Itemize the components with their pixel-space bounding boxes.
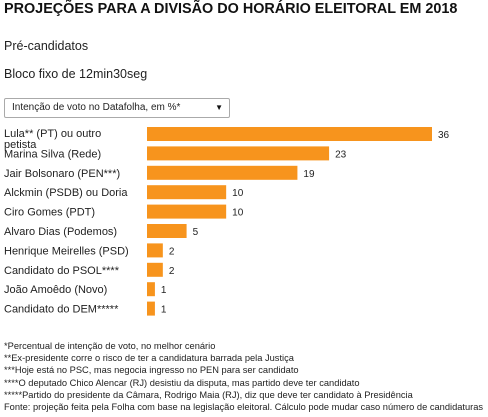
value-label: 5 (193, 227, 199, 238)
subtitle: Pré-candidatos (4, 39, 89, 53)
page-title: PROJEÇÕES PARA A DIVISÃO DO HORÁRIO ELEI… (4, 1, 458, 17)
footnote: Fonte: projeção feita pela Folha com bas… (4, 402, 484, 413)
footnote: ***Hoje está no PSC, mas negocia ingress… (4, 365, 299, 376)
bar (147, 127, 432, 141)
value-label: 2 (169, 266, 175, 277)
bar (147, 301, 155, 316)
bar (147, 282, 155, 297)
value-label: 23 (335, 149, 347, 160)
value-label: 10 (232, 188, 244, 199)
bar (147, 243, 163, 258)
category-label: Candidato do PSOL**** (4, 265, 120, 277)
category-label: Lula** (PT) ou outro petista (4, 128, 101, 151)
bar (147, 224, 187, 238)
bar (147, 262, 163, 277)
value-label: 19 (303, 169, 315, 180)
footnote: **Ex-presidente corre o risco de ter a c… (4, 353, 294, 364)
footnote: ****O deputado Chico Alencar (RJ) desist… (4, 377, 360, 388)
value-label: 1 (161, 305, 167, 316)
category-label: Marina Silva (Rede) (4, 148, 101, 160)
category-label: Alvaro Dias (Podemos) (4, 226, 117, 238)
value-label: 1 (161, 285, 167, 296)
category-label: Alckmin (PSDB) ou Doria (4, 187, 128, 199)
category-label: João Amoêdo (Novo) (4, 284, 107, 296)
bar (147, 204, 227, 219)
bar-chart: Lula** (PT) ou outro petista 36 Marina Silv… (4, 127, 450, 316)
value-label: 36 (438, 130, 450, 141)
dropdown-selected-value: Intenção de voto no Datafolha, em %* (12, 102, 181, 113)
metric-dropdown[interactable]: Intenção de voto no Datafolha, em %* ▼ (4, 98, 230, 118)
value-label: 2 (169, 246, 175, 257)
footnote: *Percentual de intenção de voto, no melh… (4, 341, 216, 351)
bar (147, 146, 330, 161)
footnote: *****Partido do presidente da Câmara, Ro… (4, 389, 413, 400)
category-label: Ciro Gomes (PDT) (4, 207, 95, 219)
category-label: Henrique Meirelles (PSD) (4, 245, 129, 257)
bar (147, 165, 298, 180)
bar (147, 185, 227, 200)
chevron-down-icon: ▼ (215, 103, 223, 112)
footnotes: *Percentual de intenção de voto, no melh… (4, 340, 486, 413)
fixed-block-label: Bloco fixo de 12min30seg (4, 67, 148, 81)
category-label: Candidato do DEM***** (4, 304, 119, 316)
value-label: 10 (232, 208, 244, 219)
category-label: Jair Bolsonaro (PEN***) (4, 168, 120, 180)
